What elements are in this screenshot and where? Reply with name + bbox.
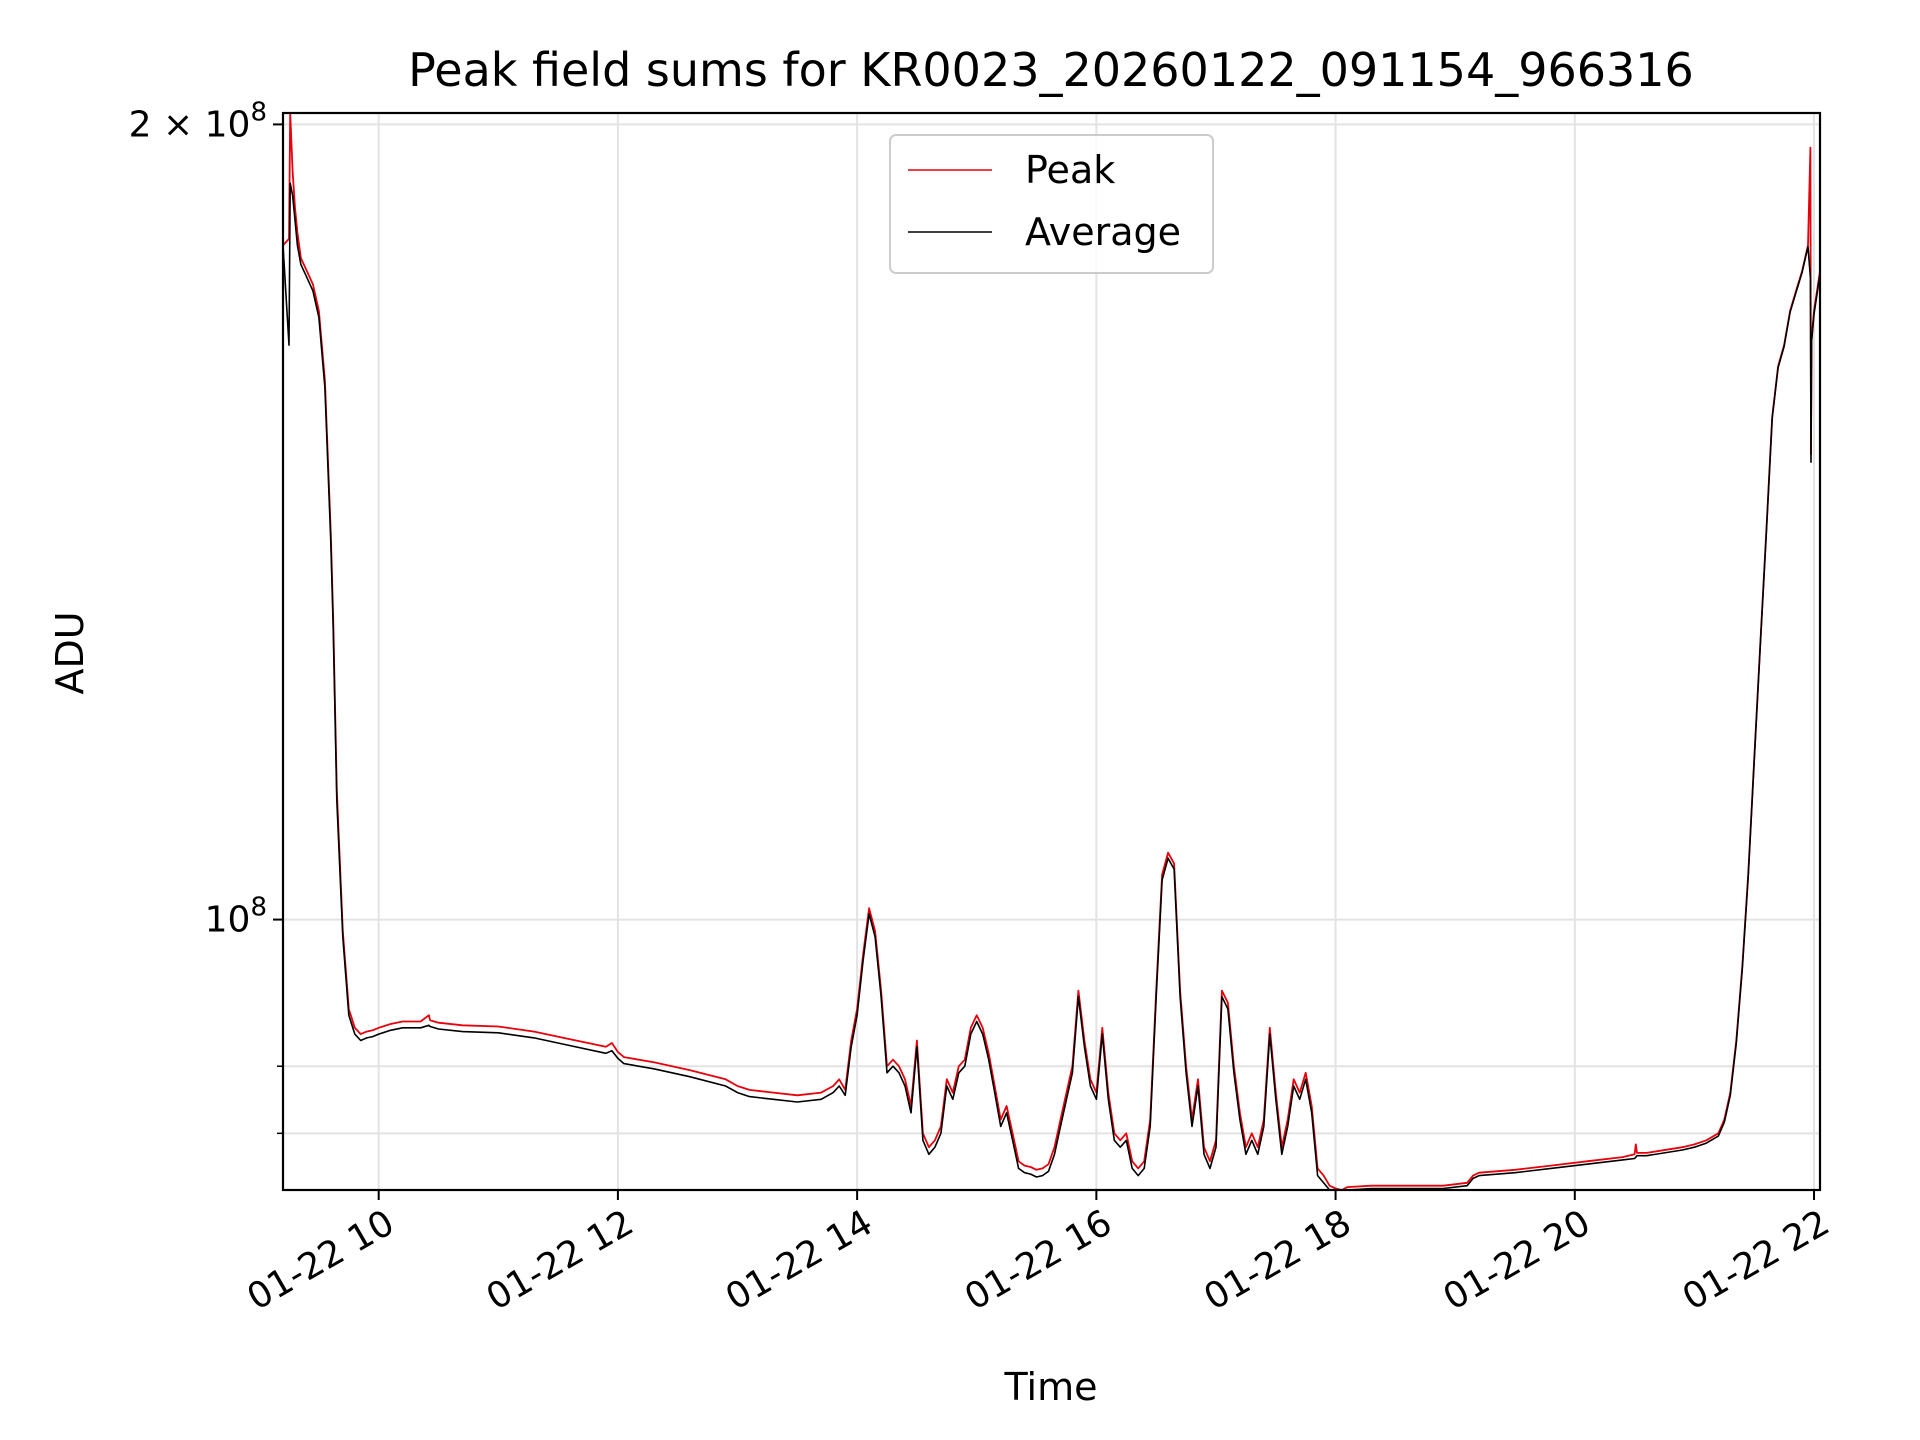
plot-series bbox=[282, 112, 1821, 1191]
chart-title: Peak field sums for KR0023_20260122_0911… bbox=[408, 43, 1694, 97]
y-tick-label: 108 bbox=[205, 893, 267, 941]
y-tick-base: 10 bbox=[205, 104, 251, 145]
legend: Peak Average bbox=[889, 134, 1214, 274]
x-axis-title: Time bbox=[1004, 1365, 1098, 1409]
y-tick-multiplier: 2 × bbox=[129, 104, 205, 145]
y-axis-title: ADU bbox=[48, 611, 92, 694]
series-line-average bbox=[282, 182, 1821, 1191]
plot-frame bbox=[281, 111, 1822, 1192]
y-tick-label: 2 × 108 bbox=[129, 97, 267, 145]
legend-label-average: Average bbox=[1025, 210, 1181, 254]
y-tick-exponent: 8 bbox=[250, 893, 267, 923]
legend-label-peak: Peak bbox=[1025, 148, 1115, 192]
y-tick-exponent: 8 bbox=[250, 97, 267, 127]
y-tick-base: 10 bbox=[205, 900, 251, 941]
grid bbox=[283, 113, 1820, 1190]
